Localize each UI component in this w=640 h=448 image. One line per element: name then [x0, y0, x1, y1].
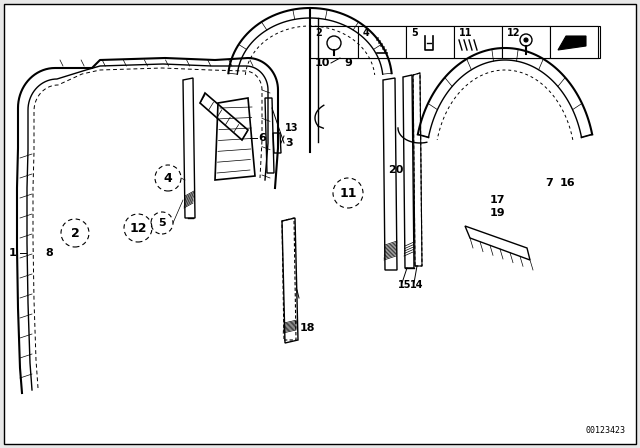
Text: 20: 20 [388, 165, 403, 175]
Text: 19: 19 [490, 208, 506, 218]
Text: 8: 8 [45, 248, 52, 258]
FancyBboxPatch shape [454, 26, 502, 58]
Text: 7: 7 [545, 178, 553, 188]
Text: 2: 2 [315, 28, 322, 38]
Text: 15: 15 [398, 280, 412, 290]
Text: 2: 2 [70, 227, 79, 240]
Text: 00123423: 00123423 [586, 426, 626, 435]
Circle shape [524, 38, 528, 42]
Text: 12: 12 [507, 28, 520, 38]
Text: 4: 4 [363, 28, 370, 38]
FancyBboxPatch shape [4, 4, 636, 444]
Text: 5: 5 [158, 218, 166, 228]
Text: 18: 18 [300, 323, 316, 333]
FancyBboxPatch shape [502, 26, 550, 58]
Text: 17: 17 [490, 195, 506, 205]
FancyBboxPatch shape [358, 26, 406, 58]
FancyBboxPatch shape [310, 26, 600, 58]
FancyBboxPatch shape [550, 26, 598, 58]
Polygon shape [558, 36, 586, 50]
Text: 1: 1 [9, 248, 17, 258]
Text: 3: 3 [285, 138, 292, 148]
Text: 13: 13 [285, 123, 298, 133]
Text: 9: 9 [344, 58, 352, 68]
Text: 14: 14 [410, 280, 424, 290]
Text: 11: 11 [459, 28, 472, 38]
FancyBboxPatch shape [310, 26, 358, 58]
Text: 16: 16 [560, 178, 575, 188]
FancyBboxPatch shape [406, 26, 454, 58]
Text: 12: 12 [129, 221, 147, 234]
Circle shape [520, 34, 532, 46]
Circle shape [327, 36, 341, 50]
Text: 4: 4 [164, 172, 172, 185]
Text: 10: 10 [315, 58, 330, 68]
Text: 6: 6 [258, 133, 266, 143]
Text: 11: 11 [339, 186, 356, 199]
Text: 5: 5 [411, 28, 418, 38]
